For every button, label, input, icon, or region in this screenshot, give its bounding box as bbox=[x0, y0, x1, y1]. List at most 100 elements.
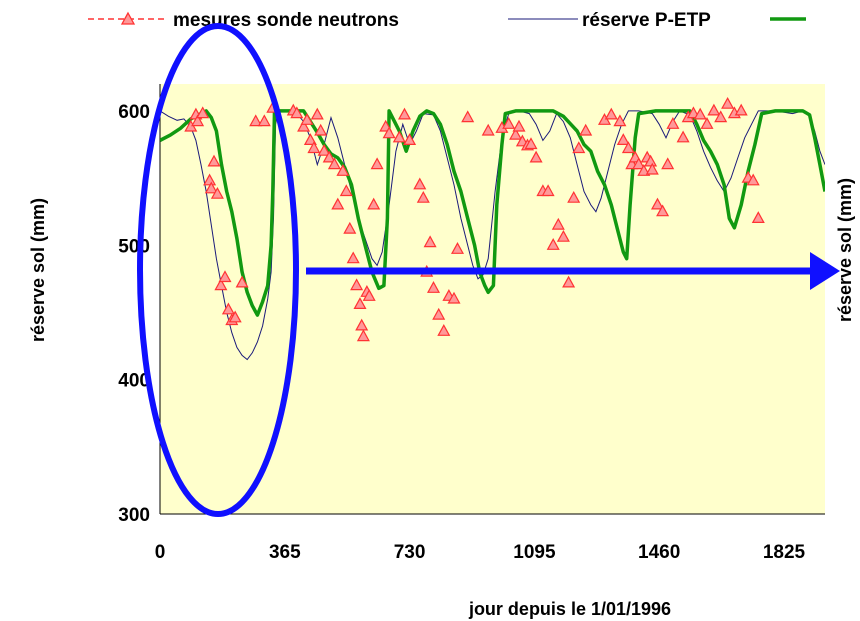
x-tick-label: 1095 bbox=[513, 542, 556, 563]
measure-point bbox=[512, 119, 526, 132]
measure-point bbox=[437, 324, 451, 336]
measure-point bbox=[214, 278, 228, 291]
measure-point bbox=[382, 126, 396, 139]
measure-point bbox=[426, 281, 441, 293]
measure-point bbox=[257, 114, 271, 127]
measure-point bbox=[637, 164, 651, 176]
measure-point bbox=[413, 177, 427, 190]
x-tick-labels: 0 365 730 1095 1460 1825 bbox=[155, 542, 806, 563]
measure-point bbox=[650, 197, 665, 210]
measure-point bbox=[327, 157, 341, 170]
measure-point bbox=[346, 251, 360, 264]
measure-point bbox=[541, 184, 555, 197]
measure-point bbox=[666, 117, 680, 129]
measure-point bbox=[529, 150, 543, 163]
measure-point bbox=[621, 141, 635, 154]
measure-point bbox=[616, 133, 630, 145]
measure-point bbox=[235, 275, 249, 288]
measure-point bbox=[714, 110, 728, 123]
measure-point bbox=[310, 107, 324, 120]
measure-point bbox=[355, 318, 369, 331]
measure-point bbox=[367, 197, 381, 210]
arrow-head bbox=[810, 252, 840, 290]
measure-point bbox=[676, 130, 690, 143]
measure-point bbox=[322, 150, 336, 163]
measure-point bbox=[210, 186, 224, 199]
measure-point bbox=[751, 211, 765, 223]
measure-point bbox=[632, 157, 646, 170]
measure-point bbox=[249, 114, 263, 127]
x-tick-label: 1460 bbox=[638, 542, 680, 563]
reserve-p-etp-line bbox=[160, 109, 825, 317]
measure-point bbox=[509, 127, 523, 140]
x-tick-label: 1825 bbox=[763, 542, 806, 563]
y-tick-label: 400 bbox=[118, 371, 150, 392]
measure-point bbox=[403, 133, 417, 145]
measure-point bbox=[392, 130, 406, 143]
measure-point bbox=[356, 329, 370, 342]
measure-point bbox=[336, 164, 350, 176]
measure-point bbox=[656, 204, 670, 217]
measure-point bbox=[303, 133, 317, 145]
measure-point bbox=[218, 270, 232, 283]
measure-point bbox=[339, 184, 353, 197]
measure-point bbox=[204, 181, 218, 194]
highlight-ellipse bbox=[137, 23, 299, 517]
y-tick-label: 500 bbox=[118, 236, 150, 257]
measure-point bbox=[432, 307, 446, 320]
measure-point bbox=[228, 310, 242, 323]
x-tick-label: 730 bbox=[394, 542, 426, 563]
measure-point bbox=[350, 278, 364, 291]
measure-point bbox=[331, 197, 345, 210]
measure-point bbox=[300, 113, 314, 125]
x-tick-label: 0 bbox=[155, 542, 166, 563]
measure-point bbox=[746, 173, 760, 186]
y-axis-title: réserve sol (mm) bbox=[28, 198, 48, 342]
measure-point bbox=[353, 297, 367, 309]
measure-point bbox=[562, 275, 576, 288]
measure-point bbox=[707, 103, 721, 116]
legend-measures-swatch-marker bbox=[120, 11, 136, 25]
measure-point bbox=[524, 137, 538, 150]
measure-point bbox=[661, 157, 675, 170]
measure-point bbox=[721, 96, 735, 109]
y-tick-label: 300 bbox=[118, 505, 150, 526]
measures-markers bbox=[184, 96, 765, 342]
measure-point bbox=[579, 123, 593, 136]
measure-point bbox=[481, 123, 495, 136]
measure-point bbox=[221, 302, 235, 315]
measure-point bbox=[191, 114, 205, 127]
measure-point bbox=[196, 106, 210, 119]
measure-point bbox=[317, 143, 331, 156]
annotation-arrow bbox=[306, 252, 840, 290]
y-axis-title-right: réserve sol (mm) bbox=[835, 178, 855, 322]
measure-point bbox=[314, 123, 328, 136]
measure-point bbox=[297, 119, 311, 132]
measure-point bbox=[447, 291, 461, 304]
measure-point bbox=[397, 107, 412, 120]
measure-point bbox=[290, 106, 304, 119]
measure-point bbox=[556, 229, 570, 242]
x-axis-title: jour depuis le 1/01/1996 bbox=[468, 599, 671, 619]
measure-point bbox=[502, 117, 516, 129]
measure-point bbox=[604, 107, 618, 120]
measure-point bbox=[207, 154, 221, 167]
legend: mesures sonde neutrons réserve P-ETP bbox=[88, 10, 806, 31]
measure-point bbox=[700, 117, 714, 129]
measure-point bbox=[416, 190, 430, 203]
thin-series-line bbox=[160, 110, 825, 361]
plot-area bbox=[160, 84, 825, 514]
measure-point bbox=[613, 114, 627, 127]
measure-point bbox=[551, 217, 565, 230]
legend-reserve-label: réserve P-ETP bbox=[582, 10, 711, 31]
x-tick-label: 365 bbox=[269, 542, 301, 563]
y-tick-label: 600 bbox=[118, 102, 150, 123]
measure-point bbox=[343, 221, 357, 234]
measure-point bbox=[567, 190, 581, 203]
measure-point bbox=[461, 110, 475, 123]
measure-point bbox=[370, 157, 384, 170]
measure-point bbox=[450, 242, 465, 254]
measure-point bbox=[734, 103, 748, 116]
measure-point bbox=[423, 235, 437, 248]
